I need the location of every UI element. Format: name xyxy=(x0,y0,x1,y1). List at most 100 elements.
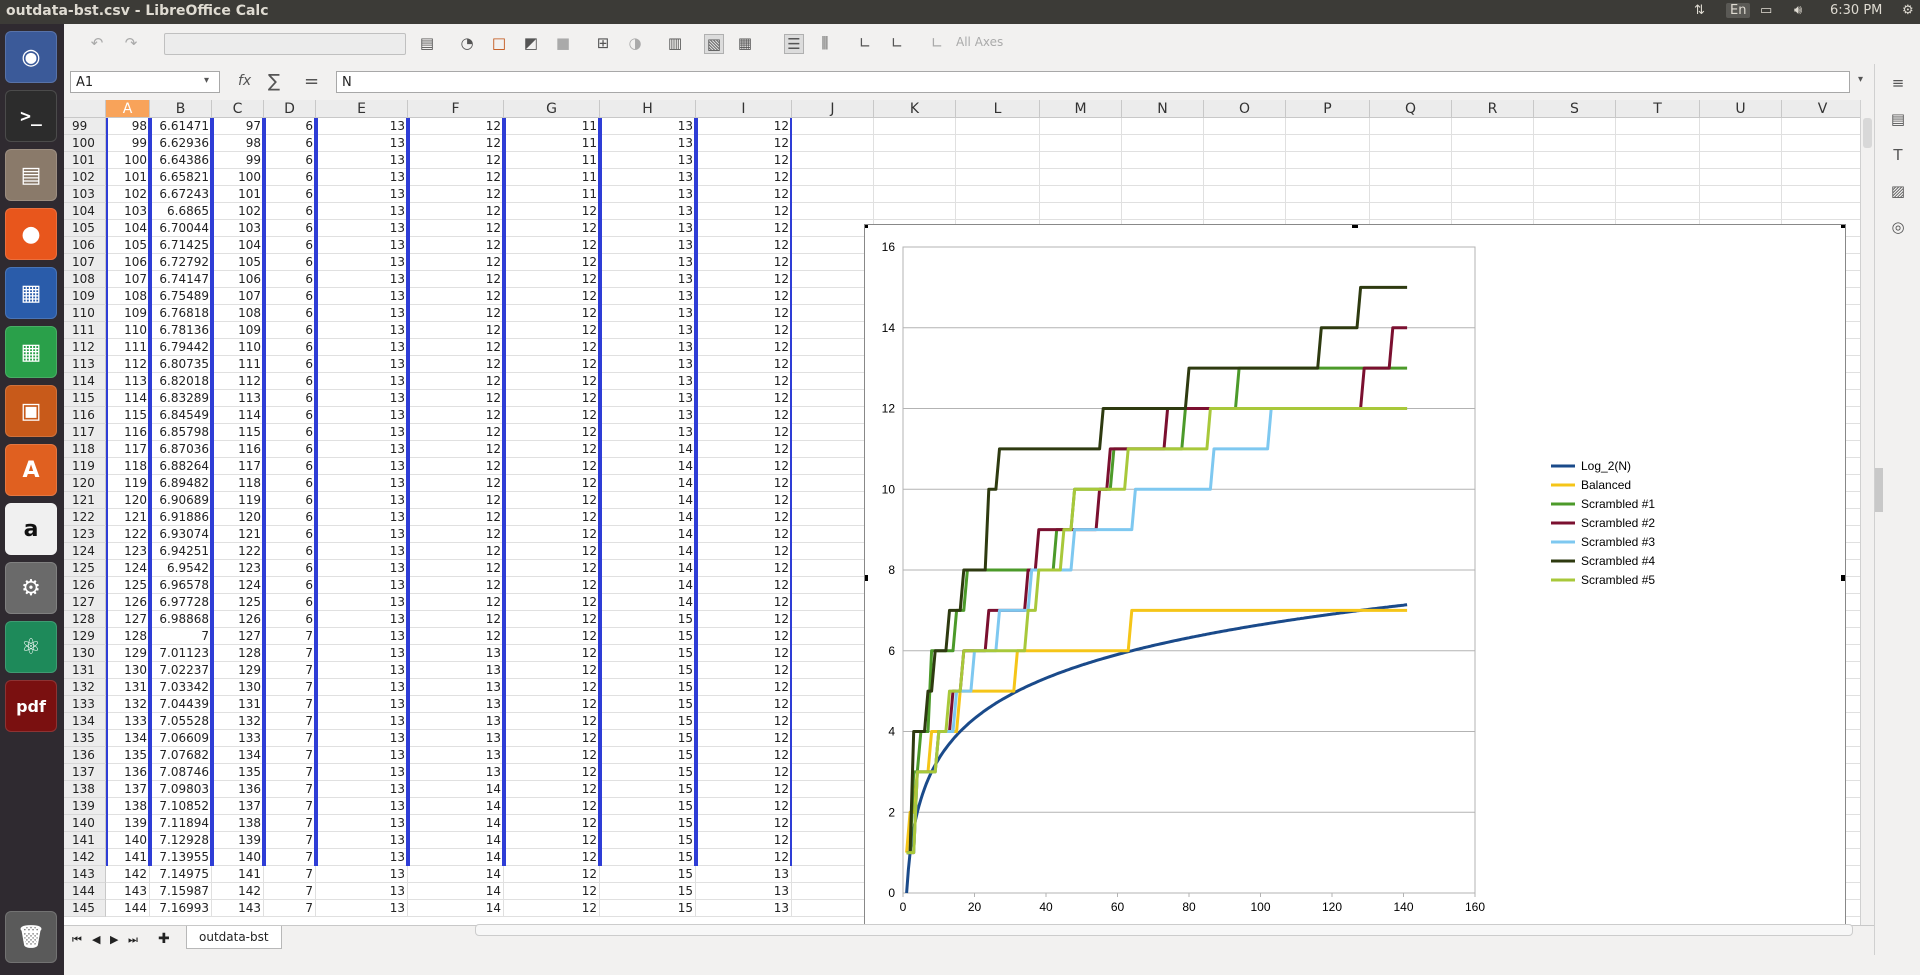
cell[interactable] xyxy=(1452,203,1534,220)
cell[interactable] xyxy=(1204,135,1286,152)
cell[interactable]: 6 xyxy=(264,611,316,628)
cell[interactable] xyxy=(792,645,874,662)
cell[interactable]: 13 xyxy=(600,424,696,441)
cell[interactable]: 135 xyxy=(212,764,264,781)
cell[interactable]: 13 xyxy=(316,373,408,390)
cell[interactable]: 12 xyxy=(696,220,792,237)
cell[interactable]: 6.93074 xyxy=(150,526,212,543)
cell[interactable]: 12 xyxy=(504,271,600,288)
cell[interactable]: 13 xyxy=(316,594,408,611)
cell[interactable]: 105 xyxy=(106,237,150,254)
cell[interactable]: 13 xyxy=(408,730,504,747)
cell[interactable]: 136 xyxy=(212,781,264,798)
cell[interactable]: 6 xyxy=(264,152,316,169)
vertical-grids-icon[interactable]: ⫼ xyxy=(821,34,829,52)
cell[interactable]: 12 xyxy=(408,135,504,152)
cell[interactable]: 13 xyxy=(316,798,408,815)
cell[interactable]: 7 xyxy=(264,883,316,900)
cell[interactable] xyxy=(792,390,874,407)
cell[interactable] xyxy=(792,713,874,730)
cell[interactable]: 7 xyxy=(264,679,316,696)
cell[interactable]: 100 xyxy=(106,152,150,169)
cell[interactable] xyxy=(1700,169,1782,186)
cell[interactable] xyxy=(874,186,956,203)
cell[interactable]: 13 xyxy=(600,407,696,424)
cell[interactable]: 129 xyxy=(212,662,264,679)
cell[interactable]: 13 xyxy=(600,135,696,152)
cell[interactable]: 125 xyxy=(106,577,150,594)
cell[interactable]: 97 xyxy=(212,118,264,135)
cell[interactable]: 13 xyxy=(408,696,504,713)
cell[interactable]: 7.03342 xyxy=(150,679,212,696)
cell[interactable]: 7 xyxy=(264,798,316,815)
row-header[interactable]: 119 xyxy=(64,458,106,475)
cell[interactable]: 15 xyxy=(600,798,696,815)
cell[interactable]: 13 xyxy=(316,237,408,254)
cell[interactable]: 120 xyxy=(106,492,150,509)
prev-sheet-icon[interactable]: ◀ xyxy=(92,933,101,946)
cell[interactable] xyxy=(1204,203,1286,220)
titles-icon[interactable]: ▦ xyxy=(737,34,753,52)
row-header[interactable]: 104 xyxy=(64,203,106,220)
cell[interactable] xyxy=(792,594,874,611)
cell[interactable] xyxy=(1534,118,1616,135)
cell[interactable]: 13 xyxy=(316,747,408,764)
cell[interactable]: 7 xyxy=(264,866,316,883)
all-axes-label[interactable]: All Axes xyxy=(956,35,1004,49)
cell[interactable] xyxy=(1782,169,1860,186)
cell[interactable]: 7 xyxy=(264,747,316,764)
cell[interactable]: 7 xyxy=(264,730,316,747)
cell[interactable]: 102 xyxy=(106,186,150,203)
row-header[interactable]: 100 xyxy=(64,135,106,152)
row-header[interactable]: 111 xyxy=(64,322,106,339)
y-axis-icon[interactable]: ∟ xyxy=(890,34,904,52)
cell[interactable]: 14 xyxy=(600,441,696,458)
cell[interactable] xyxy=(1204,152,1286,169)
cell[interactable]: 107 xyxy=(106,271,150,288)
cell[interactable] xyxy=(792,407,874,424)
cell[interactable]: 98 xyxy=(212,135,264,152)
cell[interactable] xyxy=(1452,152,1534,169)
cell[interactable]: 112 xyxy=(212,373,264,390)
column-header[interactable]: J xyxy=(792,100,874,118)
cell[interactable] xyxy=(956,186,1040,203)
cell[interactable]: 12 xyxy=(696,237,792,254)
cell[interactable]: 6 xyxy=(264,254,316,271)
cell[interactable]: 133 xyxy=(212,730,264,747)
cell[interactable]: 14 xyxy=(408,866,504,883)
row-header[interactable]: 102 xyxy=(64,169,106,186)
cell[interactable] xyxy=(792,815,874,832)
cell[interactable]: 6 xyxy=(264,526,316,543)
cell[interactable] xyxy=(1040,186,1122,203)
cell[interactable]: 99 xyxy=(106,135,150,152)
cell[interactable]: 12 xyxy=(504,764,600,781)
cell[interactable]: 13 xyxy=(316,356,408,373)
cell[interactable]: 126 xyxy=(212,611,264,628)
row-header[interactable]: 109 xyxy=(64,288,106,305)
cell[interactable] xyxy=(792,730,874,747)
cell[interactable] xyxy=(792,458,874,475)
cell[interactable] xyxy=(1122,152,1204,169)
cell[interactable]: 15 xyxy=(600,628,696,645)
cell[interactable]: 106 xyxy=(106,254,150,271)
row-header[interactable]: 123 xyxy=(64,526,106,543)
battery-icon[interactable]: ▭ xyxy=(1760,3,1773,18)
cell[interactable]: 13 xyxy=(316,220,408,237)
row-header[interactable]: 101 xyxy=(64,152,106,169)
cell[interactable]: 15 xyxy=(600,713,696,730)
cell[interactable]: 12 xyxy=(504,390,600,407)
cell[interactable]: 11 xyxy=(504,118,600,135)
cell[interactable] xyxy=(792,271,874,288)
cell[interactable]: 12 xyxy=(504,730,600,747)
cell[interactable]: 12 xyxy=(696,407,792,424)
cell[interactable]: 105 xyxy=(212,254,264,271)
cell[interactable]: 104 xyxy=(212,237,264,254)
cell[interactable]: 12 xyxy=(696,135,792,152)
cell[interactable]: 12 xyxy=(504,781,600,798)
cell[interactable]: 103 xyxy=(212,220,264,237)
cell[interactable]: 113 xyxy=(212,390,264,407)
cell[interactable]: 12 xyxy=(696,305,792,322)
cell[interactable]: 6 xyxy=(264,339,316,356)
cell[interactable]: 12 xyxy=(408,475,504,492)
